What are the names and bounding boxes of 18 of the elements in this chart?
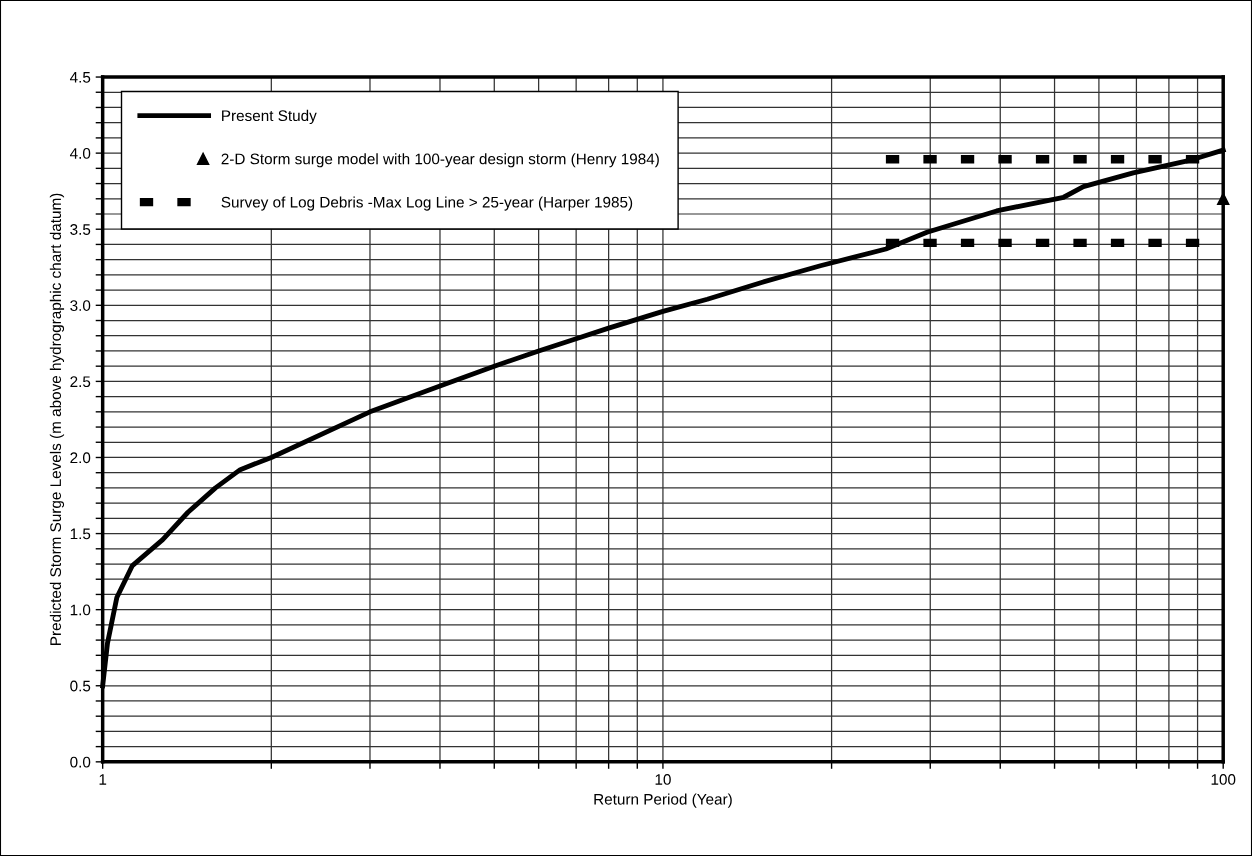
x-tick-label: 100: [1211, 774, 1236, 785]
y-tick-label: 2.5: [70, 376, 91, 388]
y-tick-label: 1.5: [70, 528, 91, 540]
legend-label: Present Study: [222, 109, 317, 125]
y-tick-label: 4.0: [69, 148, 91, 159]
y-axis-title: Predicted Storm Surge Levels (m above hydrographic chart datum): [49, 193, 65, 645]
legend-label: 2-D Storm surge model with 100-year design storm (Henry 1984): [221, 153, 659, 168]
y-tick-label: 3.5: [70, 224, 91, 235]
y-tick-label: 2.0: [70, 452, 91, 464]
y-tick-label: 3.0: [70, 300, 91, 311]
y-tick-label: 4.5: [69, 72, 91, 83]
x-tick-label: 1: [99, 774, 107, 785]
y-tick-label: 0.0: [70, 756, 91, 768]
x-tick-label: 10: [655, 774, 671, 785]
y-tick-label: 0.5: [70, 680, 91, 692]
y-tick-label: 1.0: [70, 604, 91, 616]
legend-label: Survey of Log Debris -Max Log Line > 25-year (Harper 1985): [221, 196, 633, 211]
x-axis-title: Return Period (Year): [594, 793, 732, 808]
